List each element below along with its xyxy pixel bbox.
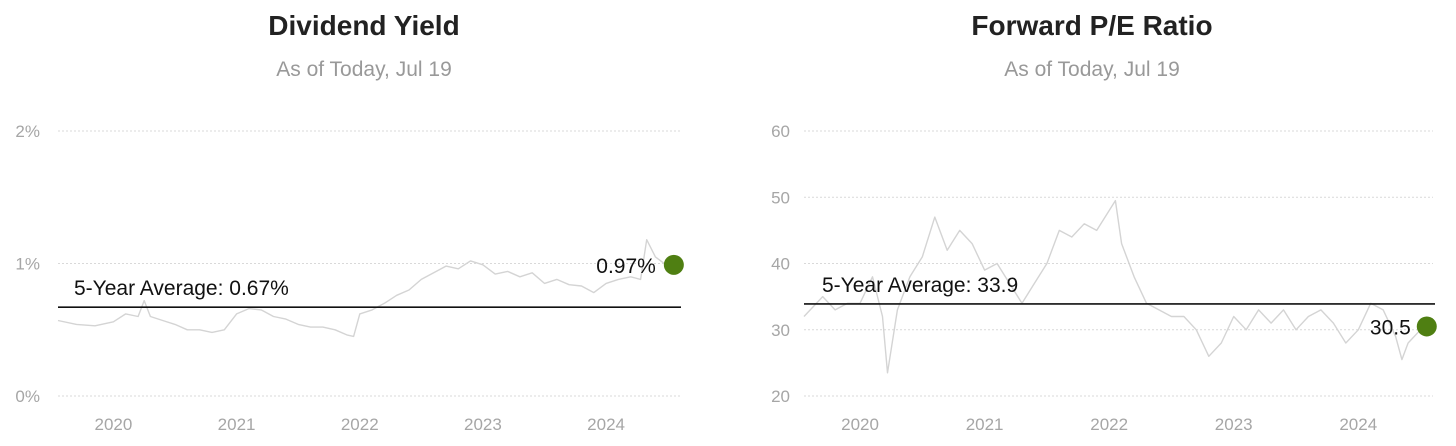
x-tick-label: 2021 (966, 415, 1004, 434)
y-tick-label: 40 (771, 255, 790, 274)
chart-title: Dividend Yield (268, 10, 460, 41)
dividend-yield-chart: 0% 1% 2% 2020 2021 2022 2023 2024 5-Year Average… (15, 122, 684, 434)
average-label: 5-Year Average: 0.67% (74, 277, 289, 300)
y-tick-label: 50 (771, 188, 790, 207)
x-tick-label: 2022 (1090, 415, 1128, 434)
forward-pe-panel: Forward P/E Ratio As of Today, Jul 19 20… (728, 0, 1456, 446)
x-tick-label: 2023 (464, 415, 502, 434)
x-tick-label: 2020 (841, 415, 879, 434)
series-line (803, 199, 1422, 374)
y-tick-label: 0% (15, 387, 40, 406)
current-value-point (663, 254, 684, 275)
y-tick-label: 20 (771, 387, 790, 406)
x-tick-label: 2024 (1339, 415, 1377, 434)
forward-pe-chart: 20 30 40 50 60 2020 2021 2022 2023 2024 5-Year Ave… (771, 122, 1437, 434)
chart-subtitle: As of Today, Jul 19 (276, 58, 452, 81)
y-tick-label: 2% (15, 122, 40, 141)
dividend-yield-panel: Dividend Yield As of Today, Jul 19 0% 1% 2… (15, 10, 684, 434)
current-value-label: 30.5 (1370, 316, 1411, 339)
x-tick-label: 2020 (95, 415, 133, 434)
y-tick-label: 1% (15, 255, 40, 274)
series-line (57, 238, 669, 338)
average-label: 5-Year Average: 33.9 (822, 274, 1018, 297)
current-value-point (1416, 316, 1437, 337)
y-tick-label: 30 (771, 321, 790, 340)
x-tick-label: 2021 (218, 415, 256, 434)
y-tick-label: 60 (771, 122, 790, 141)
x-tick-label: 2024 (587, 415, 625, 434)
chart-title: Forward P/E Ratio (971, 10, 1213, 41)
x-tick-label: 2022 (341, 415, 379, 434)
x-tick-label: 2023 (1215, 415, 1253, 434)
chart-subtitle: As of Today, Jul 19 (1004, 58, 1180, 81)
current-value-label: 0.97% (596, 255, 656, 278)
